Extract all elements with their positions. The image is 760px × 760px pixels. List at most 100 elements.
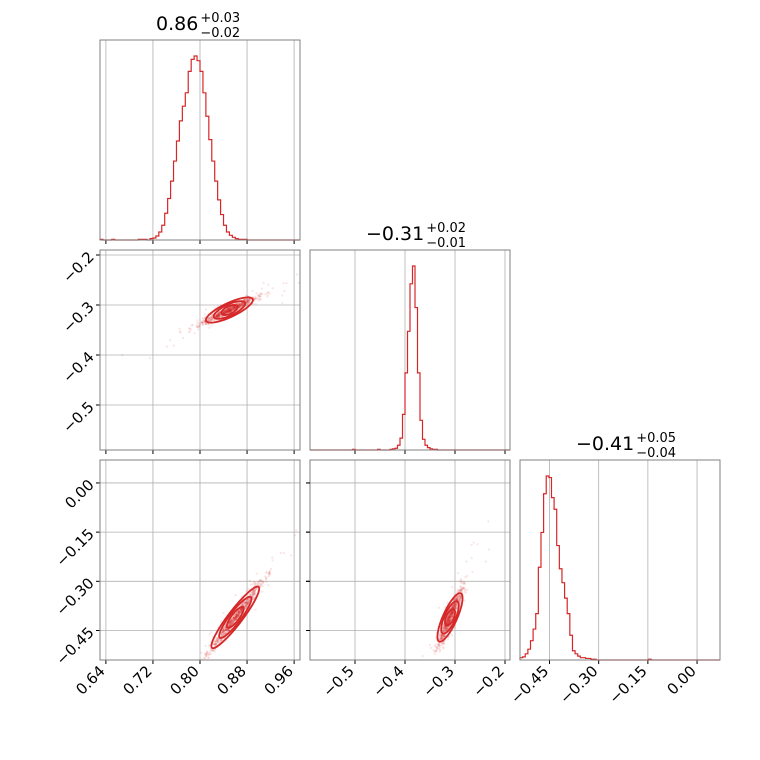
sample-point <box>453 604 457 607</box>
sample-point <box>449 614 452 617</box>
sample-point <box>231 307 235 310</box>
sample-point <box>256 294 260 297</box>
sample-point <box>232 306 235 309</box>
sample-point <box>235 615 238 618</box>
sample-point <box>279 551 283 555</box>
sample-point <box>449 614 452 617</box>
sample-point <box>229 620 232 623</box>
sample-point <box>451 612 454 615</box>
sample-point <box>447 616 450 619</box>
sample-point <box>446 621 449 625</box>
sample-point <box>461 587 464 590</box>
sample-point <box>232 614 235 617</box>
sample-point <box>230 619 233 622</box>
sample-point <box>234 616 237 619</box>
param-title-0: 0.86 <box>156 13 198 35</box>
sample-point <box>449 619 452 622</box>
sample-point <box>214 314 217 317</box>
sample-point <box>217 639 220 642</box>
sample-point <box>246 301 249 304</box>
sample-point <box>440 634 443 637</box>
sample-point <box>440 636 444 639</box>
sample-point <box>453 603 456 606</box>
sample-point <box>219 640 222 643</box>
sample-point <box>238 610 241 613</box>
sample-point <box>451 611 454 614</box>
sample-point <box>215 641 219 644</box>
sample-point <box>233 619 236 622</box>
sample-point <box>213 650 216 653</box>
param-err-plus-0: +0.03 <box>200 11 240 26</box>
sample-point <box>198 323 202 326</box>
sample-point <box>440 634 444 637</box>
sample-point <box>220 639 223 642</box>
sample-point <box>441 629 444 633</box>
sample-point <box>250 594 253 597</box>
sample-point <box>230 619 233 623</box>
sample-point <box>225 312 228 315</box>
sample-point <box>445 621 449 624</box>
sample-point <box>216 316 219 319</box>
sample-point <box>206 653 209 656</box>
sample-point <box>229 308 232 312</box>
sample-point <box>234 615 238 618</box>
sample-point <box>222 629 225 632</box>
sample-point <box>445 621 449 624</box>
sample-point <box>233 307 236 310</box>
sample-point <box>253 582 256 585</box>
sample-point <box>444 627 447 630</box>
sample-point <box>451 614 454 617</box>
contour-level <box>440 600 460 635</box>
sample-point <box>453 603 456 606</box>
sample-point <box>237 610 241 614</box>
sample-point <box>234 594 237 597</box>
sample-point <box>251 595 254 598</box>
sample-point <box>452 603 455 607</box>
sample-point <box>446 616 449 620</box>
sample-point <box>233 613 237 616</box>
sample-point <box>229 310 232 313</box>
sample-point <box>247 300 250 303</box>
sample-point <box>243 604 246 608</box>
sample-point <box>253 297 257 301</box>
sample-point <box>271 287 274 290</box>
sample-point <box>251 583 254 586</box>
sample-point <box>261 581 264 584</box>
sample-point <box>214 315 217 318</box>
sample-point <box>441 634 444 637</box>
sample-point <box>449 614 452 617</box>
sample-point <box>255 296 258 300</box>
sample-point <box>232 306 235 309</box>
sample-point <box>230 619 233 622</box>
sample-point <box>225 628 228 631</box>
sample-point <box>229 307 232 310</box>
sample-point <box>237 614 240 617</box>
sample-point <box>446 618 449 621</box>
sample-point <box>254 303 257 306</box>
sample-point <box>226 310 230 313</box>
sample-point <box>445 628 448 631</box>
sample-point <box>246 301 249 304</box>
sample-point <box>238 611 241 614</box>
sample-point <box>228 624 231 627</box>
sample-point <box>225 311 229 314</box>
sample-point <box>237 610 240 613</box>
sample-point <box>451 615 454 618</box>
sample-point <box>449 614 452 617</box>
sample-point <box>235 615 238 618</box>
sample-point <box>452 610 455 613</box>
sample-point <box>267 570 271 574</box>
sample-point <box>220 631 223 634</box>
sample-point <box>450 612 453 615</box>
sample-point <box>204 652 207 655</box>
sample-point <box>436 648 439 651</box>
sample-point <box>229 306 233 310</box>
sample-point <box>454 603 457 606</box>
sample-point <box>228 308 231 311</box>
sample-point <box>216 640 220 643</box>
sample-point <box>229 308 233 311</box>
sample-point <box>239 303 242 306</box>
sample-point <box>444 629 447 632</box>
sample-point <box>417 681 419 683</box>
sample-point <box>456 590 459 593</box>
